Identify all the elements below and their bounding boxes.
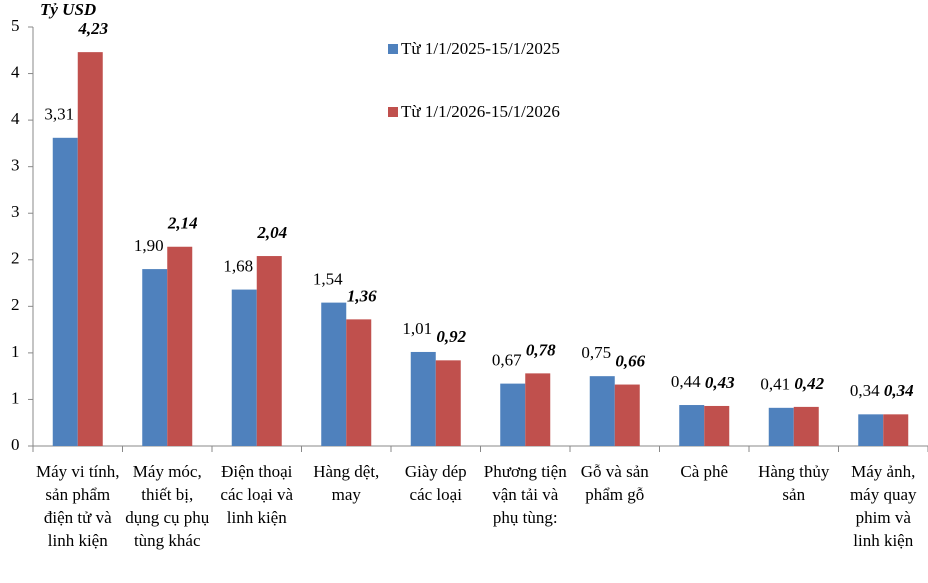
bar [435, 360, 461, 446]
value-label: 1,54 [313, 270, 343, 289]
value-label: 0,92 [436, 327, 466, 346]
y-tick-label: 0 [11, 435, 20, 454]
y-tick-label: 1 [11, 388, 20, 407]
value-label: 0,43 [705, 373, 735, 392]
bar [142, 269, 168, 446]
bar [167, 246, 193, 446]
value-label: 1,36 [347, 286, 377, 305]
value-label: 3,31 [44, 105, 74, 124]
y-tick-label: 2 [11, 249, 20, 268]
bar [346, 319, 372, 446]
x-tick-label: Máy vi tính, sản phẩm điện tử và linh ki… [35, 462, 120, 550]
bar [52, 137, 78, 446]
bar [858, 414, 884, 446]
value-label: 1,01 [402, 319, 432, 338]
legend-swatch [388, 107, 398, 117]
y-tick-label: 5 [11, 16, 20, 35]
y-tick-label: 3 [11, 156, 20, 175]
y-tick-label: 3 [11, 202, 20, 221]
value-label: 0,75 [581, 343, 611, 362]
y-tick-label: 1 [11, 342, 20, 361]
legend-label: Từ 1/1/2026-15/1/2026 [401, 102, 560, 121]
bar [768, 407, 794, 446]
value-label: 2,14 [167, 214, 198, 233]
bar [500, 383, 526, 446]
x-tick-label: Cà phê [680, 462, 729, 481]
x-tick-label: Hàng dệt, may [313, 462, 380, 504]
value-label: 1,90 [134, 236, 164, 255]
x-tick-label: Điện thoại các loại và linh kiện [220, 462, 294, 527]
bar [589, 376, 615, 446]
bar [77, 52, 103, 446]
bar [525, 373, 551, 446]
y-tick-label: 2 [11, 295, 20, 314]
legend-swatch [388, 44, 398, 54]
y-tick-label: 4 [11, 109, 20, 128]
value-label: 4,23 [77, 19, 108, 38]
value-label: 0,66 [615, 351, 645, 370]
value-label: 0,42 [794, 374, 824, 393]
bar [883, 414, 909, 446]
bar [614, 384, 640, 446]
x-tick-label: Máy móc, thiết bị, dụng cụ phụ tùng khác [125, 462, 210, 550]
x-tick-label: Gỗ và sản phẩm gỗ [580, 462, 649, 504]
value-label: 2,04 [256, 223, 287, 242]
value-label: 0,34 [884, 381, 914, 400]
y-axis-label: Tỷ USD [40, 0, 96, 19]
value-label: 0,41 [760, 375, 790, 394]
value-label: 0,78 [526, 340, 556, 359]
bar [704, 405, 730, 446]
x-tick-label: Hàng thủy sản [758, 462, 830, 504]
bar [793, 406, 819, 446]
value-label: 0,34 [850, 381, 880, 400]
bar [410, 351, 436, 446]
bar [321, 302, 347, 446]
x-tick-label: Máy ảnh, máy quay phim và linh kiện [849, 462, 917, 550]
x-tick-label: Giày dép các loại [404, 462, 467, 504]
legend-label: Từ 1/1/2025-15/1/2025 [401, 39, 560, 58]
x-tick-label: Phương tiện vận tải và phụ tùng: [483, 462, 567, 527]
bar [256, 256, 282, 446]
bar [231, 289, 257, 446]
value-label: 1,68 [223, 256, 253, 275]
value-label: 0,67 [492, 351, 522, 370]
value-label: 0,44 [671, 372, 701, 391]
bar [679, 405, 705, 446]
y-tick-label: 4 [11, 62, 20, 81]
